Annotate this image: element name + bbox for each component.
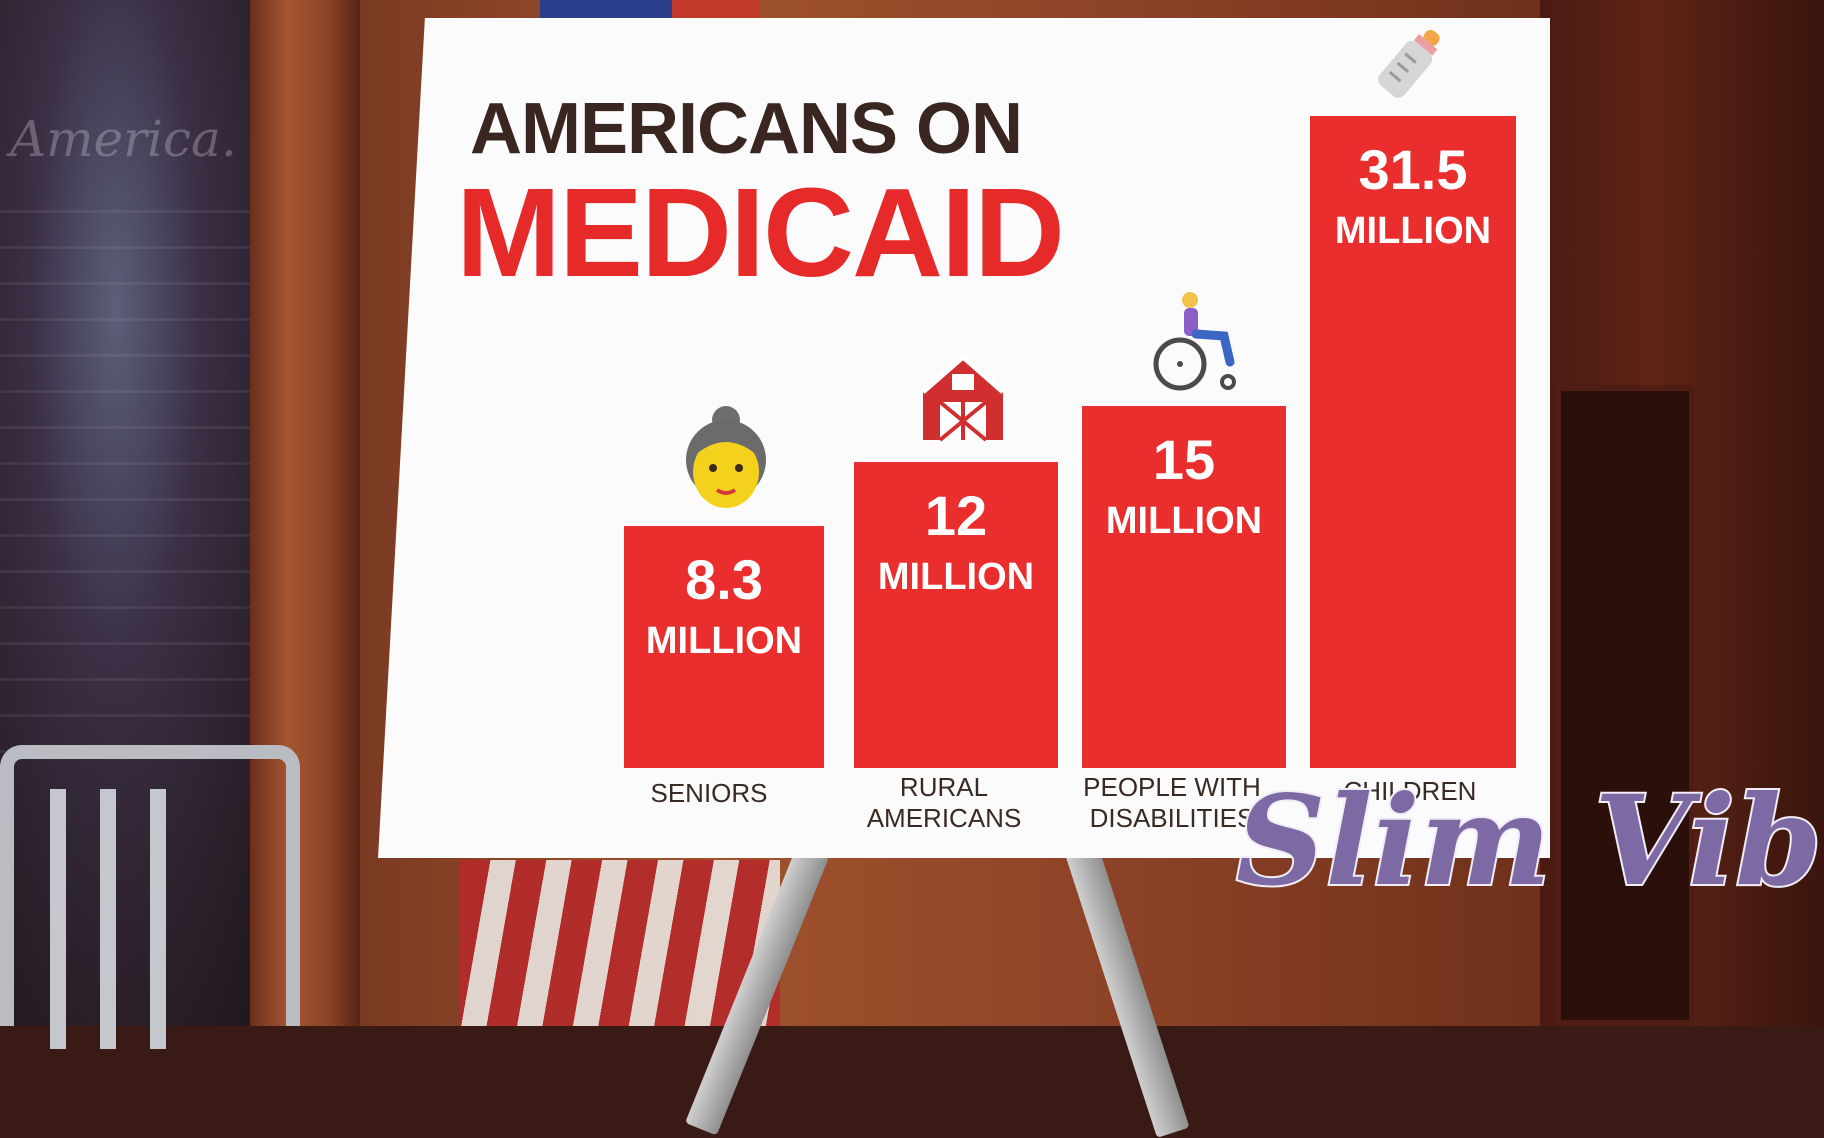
barn-icon <box>921 353 1005 442</box>
bar-seniors: 8.3 MILLION <box>624 526 824 768</box>
bar-unit: MILLION <box>645 620 803 662</box>
category-label-children: CHILDREN <box>1320 776 1500 807</box>
category-label-seniors: SENIORS <box>624 778 794 809</box>
metal-chair <box>0 745 300 1049</box>
category-line: SENIORS <box>650 778 768 808</box>
bar-rural-americans: 12 MILLION <box>854 462 1058 768</box>
category-line: RURAL <box>899 772 989 802</box>
category-line: DISABILITIES <box>1089 803 1255 834</box>
category-label-rural-americans: RURAL AMERICANS <box>854 772 1034 834</box>
bar-value: 8.3 <box>685 548 763 611</box>
chair-slat <box>50 789 66 1049</box>
chair-slat <box>100 789 116 1049</box>
doorway <box>1555 385 1695 1026</box>
bar-unit: MILLION <box>877 556 1035 598</box>
wood-pillar <box>250 0 360 1026</box>
bar-value: 12 <box>924 484 988 547</box>
category-line: CHILDREN <box>1343 776 1477 806</box>
baby-bottle-icon <box>1378 29 1440 98</box>
slim-vib-watermark: Slim Vib <box>1234 769 1824 914</box>
mural-script-text: America. <box>10 110 237 168</box>
bar-value: 31.5 <box>1358 138 1468 201</box>
category-line: AMERICANS <box>866 803 1022 834</box>
wheelchair-user-icon <box>1153 292 1236 391</box>
bar-value: 15 <box>1152 428 1216 491</box>
bar-unit: MILLION <box>1105 500 1263 542</box>
bar-unit: MILLION <box>1334 210 1492 252</box>
bar-people-with-disabilities: 15 MILLION <box>1082 406 1286 768</box>
category-label-people-with-disabilities: PEOPLE WITH DISABILITIES <box>1082 772 1262 834</box>
poster-title-line1: AMERICANS ON <box>470 89 1023 169</box>
american-flag-bottom <box>460 860 780 1026</box>
chair-slat <box>150 789 166 1049</box>
background-mural: America. <box>0 0 290 1026</box>
category-line: PEOPLE WITH <box>1083 772 1261 802</box>
bar-children: 31.5 MILLION <box>1310 116 1516 768</box>
mural-handwriting <box>0 210 270 770</box>
older-woman-icon <box>686 406 766 508</box>
poster-title-line2: MEDICAID <box>456 162 1065 303</box>
